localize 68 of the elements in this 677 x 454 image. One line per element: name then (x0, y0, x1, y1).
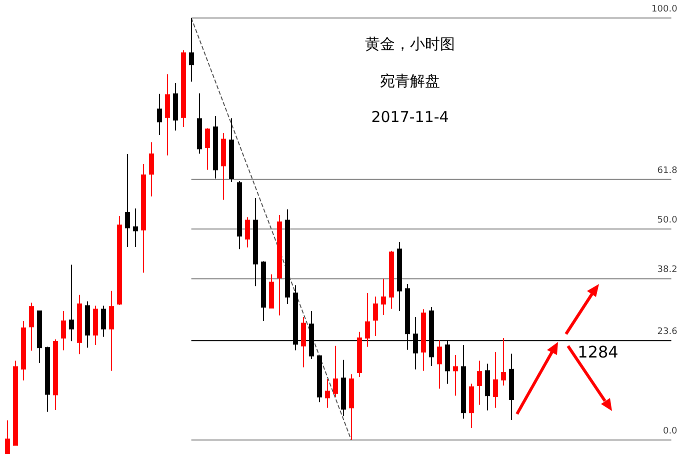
candlestick (357, 331, 362, 378)
annotation: 2017-11-4 (371, 108, 449, 126)
candlestick (21, 320, 26, 381)
candlestick (77, 294, 82, 355)
candlestick (237, 180, 242, 250)
candlestick (301, 316, 306, 368)
candlestick (221, 132, 226, 200)
candlestick (213, 116, 218, 179)
candlestick (333, 345, 338, 398)
candlestick (485, 363, 490, 411)
candlestick (29, 302, 34, 352)
candlestick (173, 82, 178, 131)
candlestick (61, 310, 66, 351)
candlestick (461, 344, 466, 420)
candlestick (141, 164, 146, 274)
candlestick (373, 296, 378, 336)
candlestick (277, 214, 282, 316)
candlestick (341, 359, 346, 417)
candlestick (317, 355, 322, 403)
candlestick (349, 374, 354, 441)
candlestick (133, 208, 138, 248)
candlestick (101, 305, 106, 338)
text: 1284 (578, 342, 618, 362)
candlestick (437, 340, 442, 390)
annotation: 38.2 (657, 265, 677, 276)
annotation: 0.0 (662, 426, 677, 437)
annotation: 100.0 (652, 4, 677, 14)
candlestick (125, 154, 130, 248)
candlestick (365, 292, 370, 348)
candlestick (45, 346, 50, 412)
candlestick (245, 216, 250, 248)
annotation: 61.8 (657, 166, 677, 176)
candlestick (285, 208, 290, 305)
candlestick (469, 383, 474, 428)
candlestick (205, 128, 210, 170)
candlestick (69, 264, 74, 342)
candlestick (493, 351, 498, 408)
candlestick (397, 242, 402, 312)
candlestick (389, 250, 394, 310)
candlestick (149, 142, 154, 197)
candlestick (53, 338, 58, 410)
candlestick (269, 274, 274, 308)
candlestick (165, 74, 170, 156)
candlestick (85, 300, 90, 348)
candlestick (421, 308, 426, 372)
candlestick (109, 290, 114, 372)
candlestick (253, 198, 258, 287)
candlestick (117, 215, 122, 306)
candlestick (197, 92, 202, 154)
candlestick (477, 360, 482, 406)
candlestick (453, 354, 458, 396)
candlestick (13, 360, 18, 446)
candlestick (189, 18, 194, 82)
candlestick (509, 353, 514, 420)
annotation: 50.0 (657, 216, 677, 226)
candlestick (261, 260, 266, 322)
candlestick (93, 305, 98, 346)
candlestick (37, 310, 42, 364)
candlestick (229, 118, 234, 182)
text: 黄金，小时图 (365, 35, 455, 53)
candlestick (5, 420, 10, 454)
annotation: 23.6 (657, 327, 677, 338)
candlestick (381, 278, 386, 316)
candlestick (157, 93, 162, 136)
candlestick (501, 338, 506, 386)
candlestick (325, 378, 330, 408)
candlestick (181, 50, 186, 128)
text: 宛青解盘 (380, 72, 440, 90)
